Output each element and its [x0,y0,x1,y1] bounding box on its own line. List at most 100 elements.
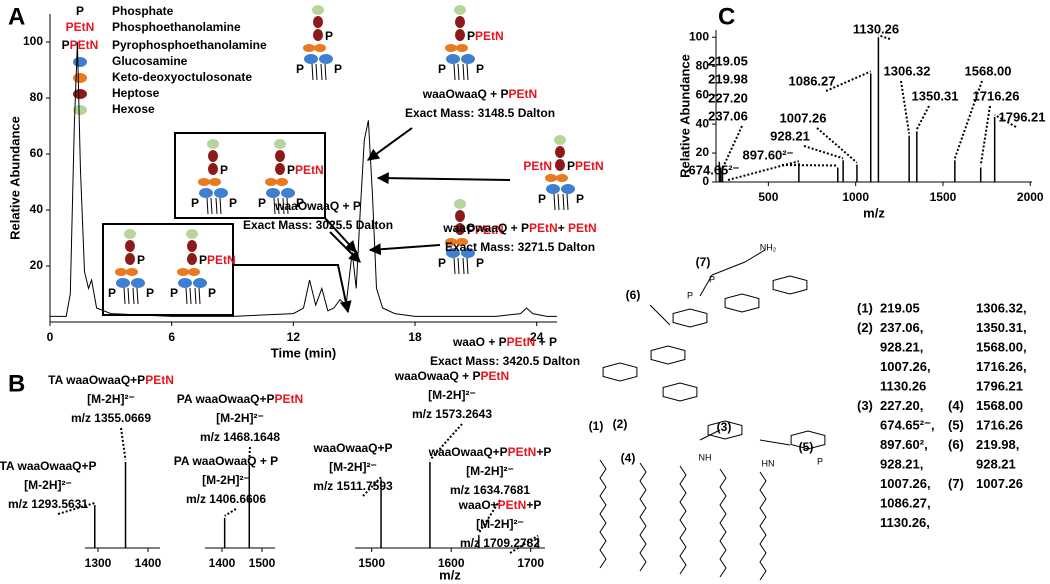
atom-label: NH₂ [760,242,777,252]
text-segment: P [476,256,484,270]
site-label: (7) [696,255,711,269]
heptose [313,16,323,28]
text-segment: waaOwaaQ+P [428,445,508,459]
hexose [454,5,466,15]
x-tick-label: 1500 [930,190,957,204]
annotation: m/z 1511.7593 [313,479,393,493]
icon-label: P [191,196,199,210]
kdo [445,238,457,246]
table-cell: 928.21, [880,339,923,354]
kdo [276,178,288,186]
kdo [188,268,200,276]
sugar-ring [707,420,743,440]
glucosamine [304,54,318,64]
acyl-chain [286,197,289,215]
text-segment: P [208,286,216,300]
text-segment: P [220,163,228,177]
acyl-chain [315,63,318,81]
text-segment: [M-2H]²⁻ [202,473,250,487]
icon-label: PPEtN [567,159,604,173]
legend-label: Glucosamine [112,54,188,68]
table-cell: 1007.26 [976,476,1023,491]
site-label: (3) [717,420,732,434]
text-segment: P [199,253,207,267]
inset-box [102,223,234,316]
text-segment: P [258,196,266,210]
x-tick-label: 1000 [842,190,869,204]
arrow [367,127,413,161]
text-segment: P [438,62,446,76]
heptose [275,150,285,162]
acyl-chain [557,193,560,211]
acyl-chain [185,287,188,305]
hexose [454,199,466,209]
glucosamine [131,278,145,288]
peak-label: 1716.26 [973,88,1020,103]
text-segment: + [558,221,568,235]
text-segment: m/z 1468.1648 [200,430,280,444]
table-cell: (7) [948,476,964,491]
table-cell: (3) [857,398,873,413]
peak-label: 1086.27 [789,73,836,88]
x-tick-label: 1400 [209,556,236,570]
text-segment: P [296,62,304,76]
x-tick-label: 12 [287,330,301,344]
text-segment: waaO + P [452,335,507,349]
text-segment: [M-2H]²⁻ [216,411,264,425]
kdo [445,44,457,52]
text-segment: waaOwaaQ + P [422,87,509,101]
heptose [125,253,135,265]
glucosamine [561,184,575,194]
acyl-chain [198,287,201,305]
bond [711,261,746,276]
leader-line [362,476,382,497]
acyl-chain [136,287,139,305]
acyl-chain [639,462,647,572]
text-segment: [M-2H]²⁻ [466,464,514,478]
acyl-chain [457,63,460,81]
text-segment: +P [526,498,541,512]
x-tick-label: 1500 [249,556,276,570]
annotation: [M-2H]²⁻ [329,460,377,474]
y-tick-label: 80 [30,90,44,104]
acyl-chain [215,197,218,215]
text-segment: [M-2H]²⁻ [329,460,377,474]
table-cell: 219.05 [880,300,920,315]
table-cell: (2) [857,320,873,335]
icon-label: P [208,286,216,300]
kdo [303,44,315,52]
annotation: Exact Mass: 3420.5 Dalton [430,354,580,368]
x-axis-label: m/z [863,205,885,220]
acyl-chain [719,468,727,578]
table-cell: 1007.26, [880,476,931,491]
heptose [455,223,465,235]
site-label: (2) [613,417,628,431]
acyl-chain [679,465,687,575]
kdo [314,44,326,52]
glucosamine [281,188,295,198]
icon-label: PEtN [523,159,552,173]
chromatogram [50,41,557,317]
text-segment: m/z 1293.5631 [8,497,88,511]
text-segment: m/z 1634.7681 [450,483,530,497]
text-segment: PEtN [207,253,236,267]
icon-label: P [258,196,266,210]
icon-label: P [438,256,446,270]
acyl-chain [324,63,327,81]
sugar-ring [672,308,708,328]
text-segment: PEtN [475,223,504,237]
icon-label: PPEtN [467,223,504,237]
text-segment: m/z 1709.2782 [460,536,540,550]
panel-label: B [8,370,25,397]
y-tick-label: 40 [30,202,44,216]
annotation: m/z 1293.5631 [8,497,88,511]
annotation: PA waaOwaaQ + P [174,454,278,468]
acyl-chain [127,287,130,305]
bond [759,439,791,446]
y-tick-label: 60 [696,87,710,101]
heptose [208,163,218,175]
text-segment: PEtN [481,369,510,383]
acyl-chain [759,471,767,581]
